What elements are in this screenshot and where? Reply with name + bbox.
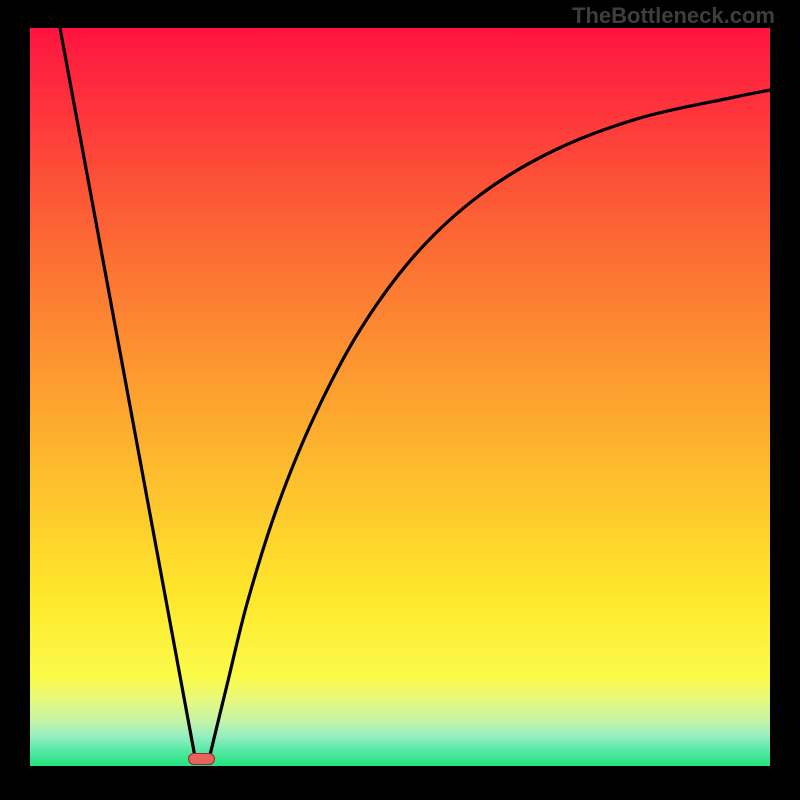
curve-layer — [0, 0, 800, 800]
curve-right-branch — [210, 90, 770, 755]
chart-frame: TheBottleneck.com — [0, 0, 800, 800]
minimum-marker — [188, 753, 215, 765]
curve-left-branch — [60, 28, 195, 757]
watermark-text: TheBottleneck.com — [572, 3, 775, 29]
